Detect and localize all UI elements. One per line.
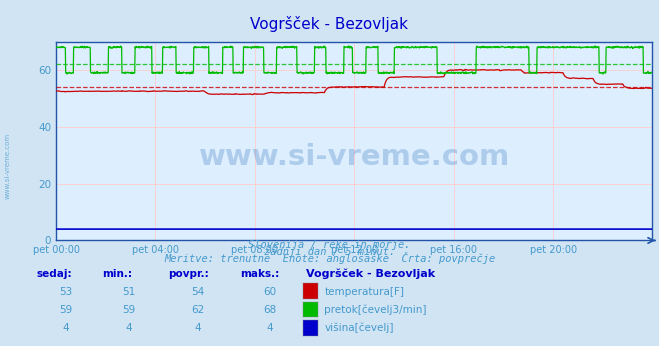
Text: 68: 68 — [264, 305, 277, 315]
Text: 4: 4 — [125, 324, 132, 334]
Text: 59: 59 — [122, 305, 135, 315]
Text: zadnji dan / 5 minut.: zadnji dan / 5 minut. — [264, 247, 395, 257]
Text: maks.:: maks.: — [241, 269, 280, 279]
Text: 54: 54 — [191, 287, 204, 297]
Text: www.si-vreme.com: www.si-vreme.com — [5, 133, 11, 199]
Text: temperatura[F]: temperatura[F] — [324, 287, 404, 297]
Text: 59: 59 — [59, 305, 72, 315]
Text: 62: 62 — [191, 305, 204, 315]
Text: 4: 4 — [194, 324, 201, 334]
Text: sedaj:: sedaj: — [36, 269, 72, 279]
Text: www.si-vreme.com: www.si-vreme.com — [198, 143, 510, 171]
Text: 60: 60 — [264, 287, 277, 297]
Text: Vogršček - Bezovljak: Vogršček - Bezovljak — [306, 268, 436, 279]
Text: Meritve: trenutne  Enote: anglosaške  Črta: povprečje: Meritve: trenutne Enote: anglosaške Črta… — [164, 252, 495, 264]
Text: 53: 53 — [59, 287, 72, 297]
Text: pretok[čevelj3/min]: pretok[čevelj3/min] — [324, 304, 427, 315]
Text: Slovenija / reke in morje.: Slovenija / reke in morje. — [248, 240, 411, 250]
Text: 51: 51 — [122, 287, 135, 297]
Text: 4: 4 — [267, 324, 273, 334]
Text: min.:: min.: — [102, 269, 132, 279]
Text: povpr.:: povpr.: — [168, 269, 209, 279]
Text: 4: 4 — [63, 324, 69, 334]
Text: višina[čevelj]: višina[čevelj] — [324, 323, 393, 334]
Text: Vogršček - Bezovljak: Vogršček - Bezovljak — [250, 16, 409, 31]
